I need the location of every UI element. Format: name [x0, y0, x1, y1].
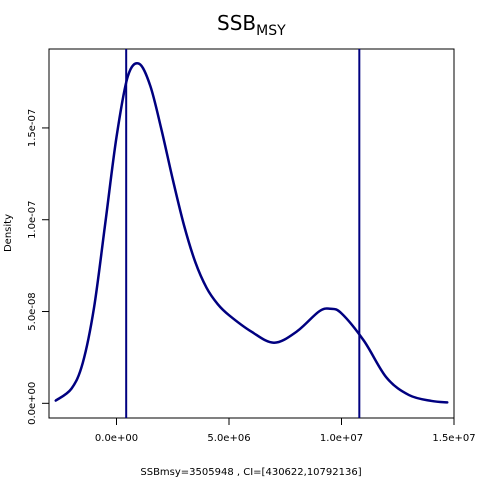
x-tick-label: 5.0e+06 [207, 433, 250, 444]
density-curve [54, 62, 449, 404]
x-axis-label: SSBmsy=3505948 , CI=[430622,10792136] [140, 467, 361, 478]
plot-frame [48, 48, 455, 419]
y-tick-label: 5.0e-08 [27, 292, 38, 330]
x-axis: 0.0e+00 5.0e+06 1.0e+07 1.5e+07 [95, 418, 476, 444]
y-tick-label: 1.0e-07 [27, 201, 38, 239]
chart-title-subscript: MSY [256, 23, 286, 39]
y-axis-label: Density [3, 214, 14, 252]
x-tick-label: 1.0e+07 [320, 433, 363, 444]
ci-lines [125, 49, 361, 418]
chart-title: SSBMSY [217, 11, 286, 39]
y-tick-label: 0.0e+00 [27, 382, 38, 425]
y-axis: 0.0e+00 5.0e-08 1.0e-07 1.5e-07 [27, 109, 49, 425]
y-tick-label: 1.5e-07 [27, 109, 38, 147]
x-tick-label: 0.0e+00 [95, 433, 138, 444]
chart-title-main: SSB [217, 11, 256, 35]
x-tick-label: 1.5e+07 [432, 433, 475, 444]
